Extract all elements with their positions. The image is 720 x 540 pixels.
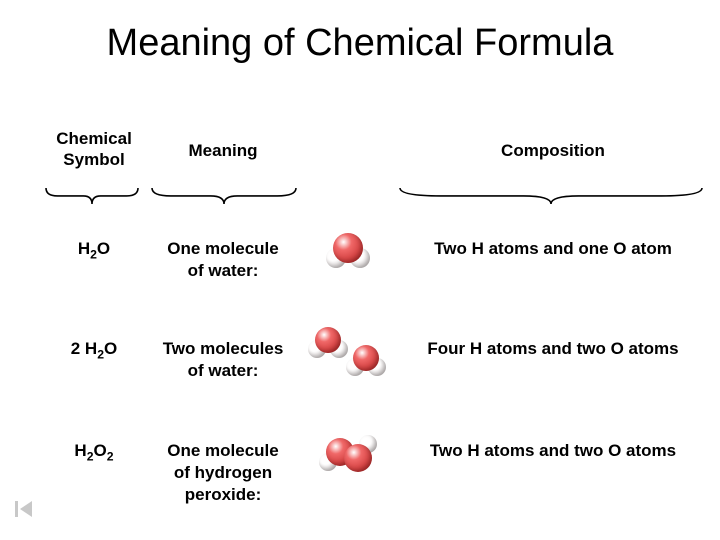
previous-slide-icon[interactable] bbox=[14, 498, 42, 520]
brace-composition bbox=[398, 186, 704, 208]
formula-symbol: 2 H2O bbox=[44, 338, 144, 360]
oxygen-atom bbox=[333, 233, 363, 263]
formula-meaning: One moleculeof water: bbox=[146, 238, 300, 282]
header-meaning: Meaning bbox=[146, 140, 300, 161]
oxygen-atom bbox=[344, 444, 372, 472]
header-symbol: ChemicalSymbol bbox=[44, 128, 144, 171]
formula-meaning: One moleculeof hydrogenperoxide: bbox=[146, 440, 300, 506]
formula-composition: Four H atoms and two O atoms bbox=[396, 338, 710, 360]
formula-symbol: H2O bbox=[44, 238, 144, 260]
formula-symbol: H2O2 bbox=[44, 440, 144, 462]
oxygen-atom bbox=[315, 327, 341, 353]
page-title: Meaning of Chemical Formula bbox=[0, 22, 720, 65]
formula-composition: Two H atoms and two O atoms bbox=[396, 440, 710, 462]
header-composition: Composition bbox=[396, 140, 710, 161]
oxygen-atom bbox=[353, 345, 379, 371]
formula-composition: Two H atoms and one O atom bbox=[396, 238, 710, 260]
brace-symbol bbox=[44, 186, 140, 208]
brace-meaning bbox=[150, 186, 298, 208]
formula-meaning: Two moleculesof water: bbox=[146, 338, 300, 382]
